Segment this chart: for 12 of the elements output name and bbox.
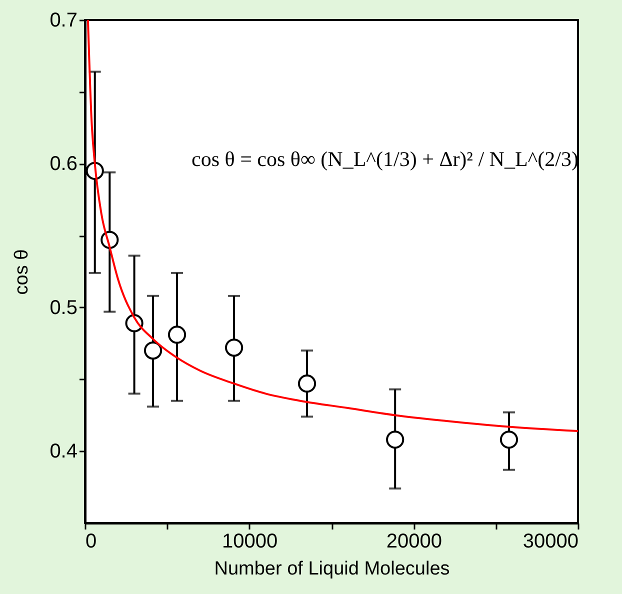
x-tick-label: 0 (86, 530, 97, 552)
annotation: cos θ = cos θ∞ (N_L^(1/3) + Δr)² / N_L^(2/3) (192, 147, 578, 171)
x-tick-label: 30000 (522, 530, 578, 552)
y-tick-label: 0.5 (50, 296, 78, 319)
y-tick-label: 0.7 (50, 10, 78, 32)
x-tick-label: 10000 (222, 530, 278, 552)
x-axis-title: Number of Liquid Molecules (214, 558, 450, 580)
x-tick-label: 20000 (386, 530, 442, 552)
line-series (86, 19, 579, 432)
y-axis-title: cos θ (12, 249, 33, 295)
y-tick-label: 0.4 (50, 440, 78, 463)
y-tick-label: 0.6 (50, 153, 78, 176)
